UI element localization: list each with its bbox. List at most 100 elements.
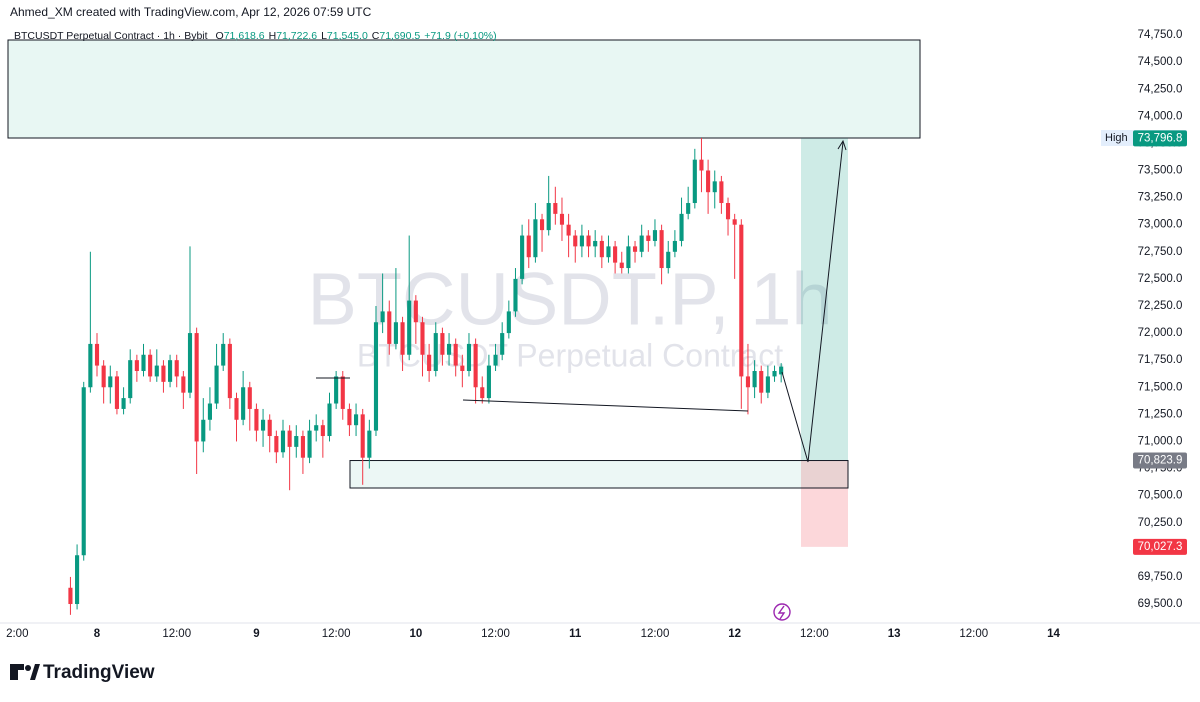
candle-body (579, 235, 584, 247)
price-tag (1133, 130, 1187, 147)
candle-body (174, 360, 179, 377)
candle-body (413, 300, 418, 323)
y-tick-label: 73,250.0 (1138, 192, 1183, 204)
y-tick-label: 72,000.0 (1138, 327, 1183, 339)
candle-body (480, 387, 485, 399)
candle-body (765, 376, 770, 393)
candle-body (320, 425, 325, 437)
price-tag-label: 70,823.9 (1138, 455, 1183, 467)
logo-part (30, 664, 40, 680)
price-tag (1133, 538, 1187, 555)
y-tick-label: 71,500.0 (1138, 381, 1183, 393)
candle-body (586, 235, 591, 247)
candle-body (666, 251, 671, 269)
candle-body (294, 436, 299, 447)
candle-body (75, 555, 80, 605)
candle-body (307, 430, 312, 458)
arrow-head (837, 139, 847, 151)
candle-body (241, 387, 246, 420)
candle-body (201, 419, 206, 442)
legend-change: +71.9 (+0.10%) (424, 30, 496, 42)
candle-body (745, 376, 751, 388)
candle-body (128, 360, 133, 399)
candle-body (652, 230, 658, 241)
candle-body (234, 398, 239, 420)
candle-body (148, 354, 153, 377)
x-tick-label: 12:00 (800, 628, 829, 640)
x-tick-label: 9 (253, 628, 259, 640)
candle-body (619, 262, 624, 269)
candle-body (334, 376, 339, 404)
candle-body (68, 587, 73, 605)
candle-body (446, 343, 452, 355)
candle-body (121, 398, 126, 409)
event-icon[interactable] (773, 603, 791, 621)
candle-body (493, 354, 498, 366)
candle-body (593, 240, 598, 247)
candle-body (453, 343, 458, 366)
candle-body (533, 219, 538, 258)
candle-body (287, 430, 292, 447)
y-tick-label: 69,500.0 (1138, 598, 1183, 610)
candle-body (466, 343, 472, 372)
candle-body (599, 240, 604, 258)
y-tick-label: 74,750.0 (1138, 29, 1183, 41)
candle-body (187, 333, 193, 393)
candle-body (427, 354, 432, 372)
logo-part (10, 664, 18, 680)
target-zone (801, 138, 848, 461)
candle-body (274, 436, 279, 453)
y-tick-label: 70,250.0 (1138, 517, 1183, 529)
candle-body (254, 408, 259, 431)
candle-body (526, 235, 531, 258)
high-tag-name: High (1105, 132, 1128, 144)
candle-body (632, 246, 638, 252)
candle-body (559, 213, 565, 225)
candle-body (280, 430, 286, 453)
x-tick-label: 2:00 (6, 628, 28, 640)
candle-body (101, 365, 106, 388)
candle-body (141, 354, 146, 372)
y-tick-label: 74,000.0 (1138, 110, 1183, 122)
y-tick-label: 71,750.0 (1138, 354, 1183, 366)
x-tick-label: 10 (409, 628, 422, 640)
candle-body (108, 376, 113, 388)
legend-title: BTCUSDT Perpetual Contract · 1h · Bybit (14, 30, 208, 42)
candle-body (221, 343, 226, 366)
event-icon-bolt (777, 605, 786, 620)
drawing-line (462, 399, 749, 412)
candle-body (360, 414, 365, 458)
y-tick-label: 74,500.0 (1138, 56, 1183, 68)
candle-body (573, 235, 578, 247)
candle-body (373, 322, 379, 431)
candle-body (779, 366, 784, 375)
candle-body (626, 246, 631, 269)
x-tick-label: 13 (888, 628, 901, 640)
legend-key: L (321, 30, 327, 42)
x-tick-label: 12:00 (322, 628, 351, 640)
candle-body (692, 159, 697, 204)
legend-key: O (216, 30, 224, 42)
y-tick-label: 74,250.0 (1138, 83, 1183, 95)
candle-body (300, 436, 305, 458)
candle-body (506, 311, 511, 334)
legend-header: BTCUSDT Perpetual Contract · 1h · Bybit O… (14, 30, 497, 42)
candle-body (393, 322, 398, 344)
candle-body (712, 181, 717, 193)
candle-body (752, 371, 757, 388)
legend-key: C (372, 30, 380, 42)
demand-zone (349, 460, 849, 489)
y-tick-label: 73,000.0 (1138, 219, 1183, 231)
candle-body (227, 343, 232, 399)
candle-body (81, 387, 86, 556)
y-tick-label: 72,500.0 (1138, 273, 1183, 285)
candle-body (539, 219, 545, 231)
candle-body (686, 203, 691, 214)
brand-logo: TradingView (10, 662, 155, 683)
candle-body (314, 425, 319, 431)
x-tick-label: 14 (1047, 628, 1060, 640)
candle-body (353, 414, 359, 426)
price-tag-label: 70,027.3 (1138, 541, 1183, 553)
candle-body (340, 376, 345, 409)
